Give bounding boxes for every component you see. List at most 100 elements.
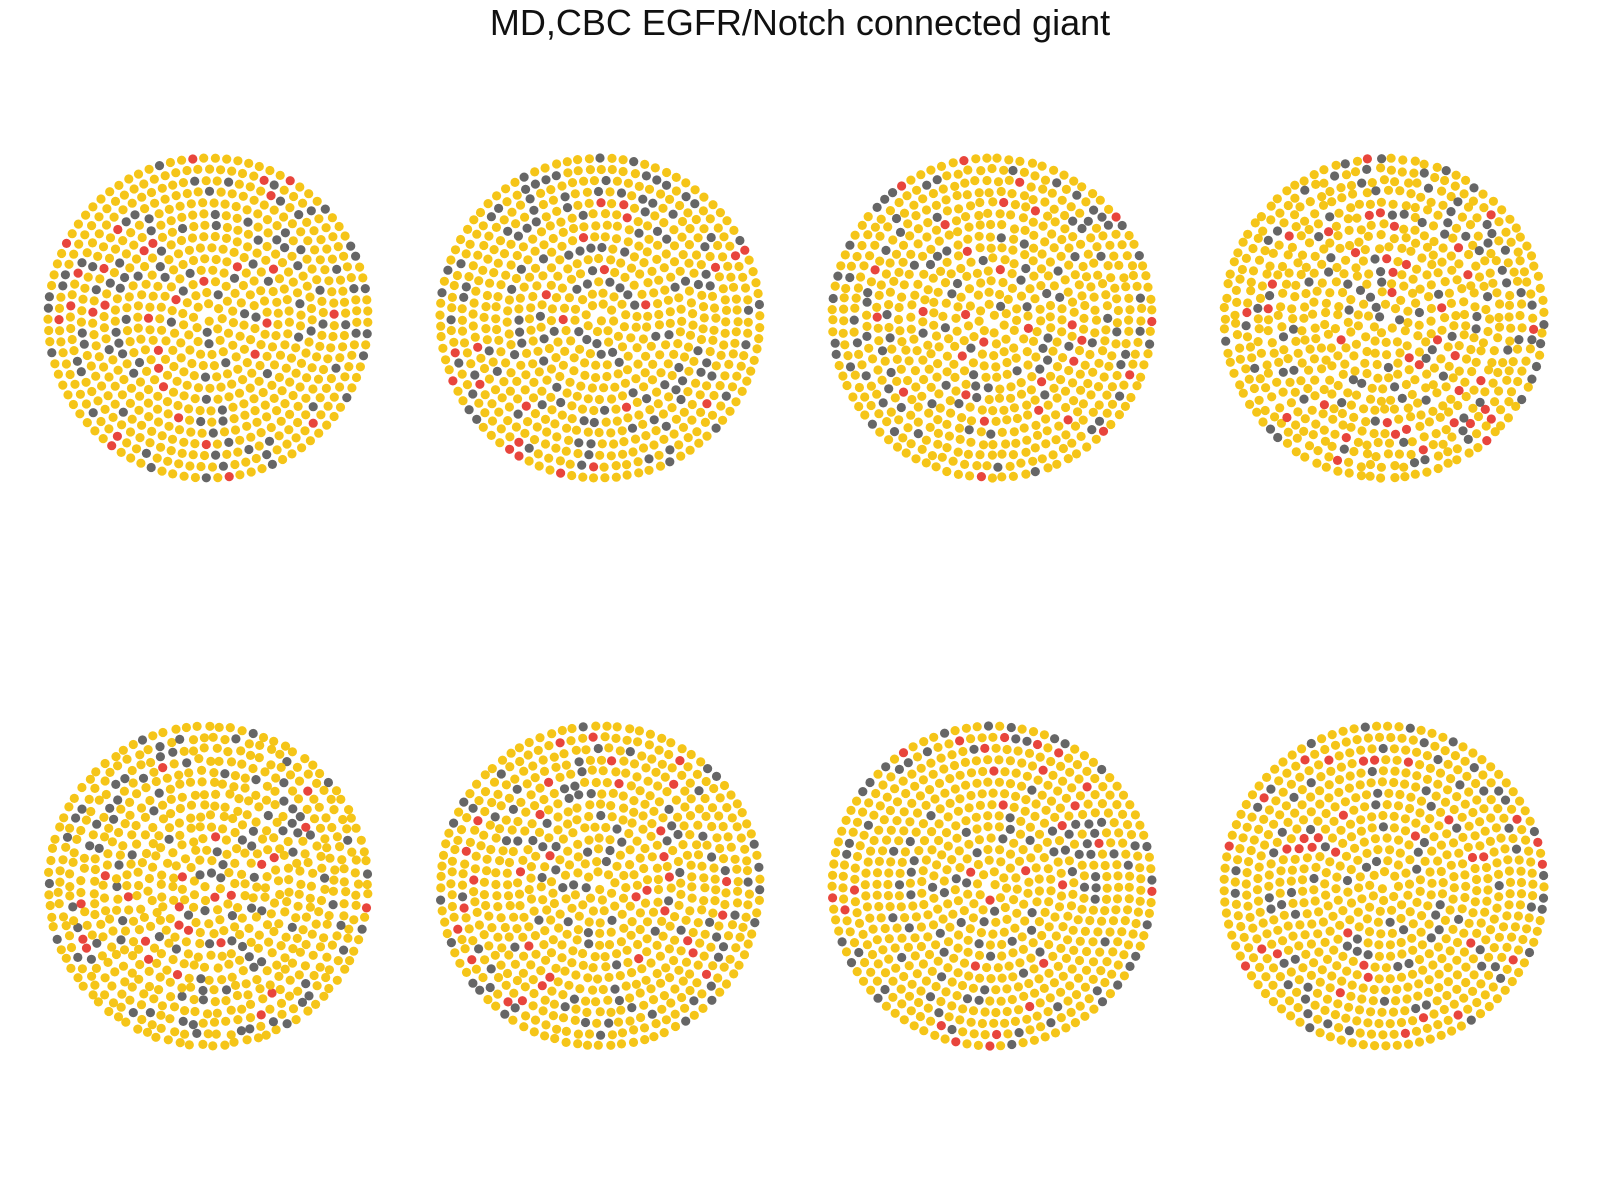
node-yellow bbox=[918, 317, 928, 327]
node-yellow bbox=[1089, 1004, 1099, 1014]
node-yellow bbox=[953, 447, 963, 457]
node-yellow bbox=[1049, 243, 1059, 253]
node-yellow bbox=[154, 209, 164, 219]
node-yellow bbox=[102, 204, 112, 214]
node-gray bbox=[227, 911, 237, 921]
node-yellow bbox=[307, 929, 317, 939]
node-yellow bbox=[190, 1006, 200, 1017]
node-yellow bbox=[584, 198, 594, 208]
node-yellow bbox=[1255, 374, 1265, 384]
node-gray bbox=[1387, 210, 1397, 220]
node-gray bbox=[436, 895, 446, 905]
node-yellow bbox=[1424, 417, 1434, 427]
node-yellow bbox=[55, 877, 65, 887]
node-gray bbox=[1087, 338, 1097, 348]
node-yellow bbox=[1090, 305, 1100, 315]
node-yellow bbox=[1310, 1000, 1320, 1010]
node-yellow bbox=[1011, 768, 1021, 778]
node-yellow bbox=[76, 876, 86, 886]
node-gray bbox=[952, 278, 963, 289]
node-yellow bbox=[276, 998, 287, 1009]
node-yellow bbox=[323, 354, 333, 364]
node-gray bbox=[288, 847, 298, 857]
node-yellow bbox=[561, 760, 572, 770]
node-yellow bbox=[1312, 458, 1322, 468]
node-red bbox=[177, 872, 187, 882]
node-yellow bbox=[160, 291, 170, 301]
node-yellow bbox=[1452, 444, 1462, 454]
node-yellow bbox=[1233, 248, 1243, 258]
node-yellow bbox=[178, 259, 188, 270]
node-yellow bbox=[293, 401, 303, 411]
node-yellow bbox=[292, 858, 302, 869]
node-yellow bbox=[978, 905, 988, 915]
node-red bbox=[1529, 324, 1539, 334]
node-yellow bbox=[637, 289, 647, 299]
node-yellow bbox=[535, 783, 545, 793]
node-yellow bbox=[573, 1029, 584, 1039]
node-gray bbox=[563, 917, 573, 927]
node-gray bbox=[1371, 302, 1381, 312]
node-yellow bbox=[538, 199, 549, 210]
node-yellow bbox=[319, 991, 329, 1001]
node-yellow bbox=[1410, 375, 1420, 385]
node-yellow bbox=[140, 204, 150, 214]
node-yellow bbox=[640, 843, 650, 854]
node-yellow bbox=[972, 879, 983, 889]
node-yellow bbox=[1091, 434, 1101, 444]
node-yellow bbox=[637, 964, 647, 974]
node-yellow bbox=[570, 304, 581, 314]
node-gray bbox=[863, 288, 873, 298]
node-yellow bbox=[458, 869, 468, 879]
node-yellow bbox=[1495, 299, 1505, 309]
node-yellow bbox=[1091, 223, 1102, 233]
node-yellow bbox=[111, 874, 122, 884]
node-yellow bbox=[1073, 915, 1083, 925]
node-yellow bbox=[1369, 428, 1379, 439]
node-yellow bbox=[162, 397, 173, 407]
node-yellow bbox=[961, 212, 971, 222]
node-gray bbox=[1018, 968, 1029, 978]
node-yellow bbox=[1303, 383, 1313, 394]
node-yellow bbox=[720, 899, 730, 910]
node-yellow bbox=[1123, 905, 1133, 915]
node-yellow bbox=[974, 210, 984, 221]
node-gray bbox=[244, 444, 254, 455]
node-yellow bbox=[872, 976, 883, 986]
node-yellow bbox=[648, 359, 658, 369]
node-yellow bbox=[640, 1035, 650, 1045]
node-yellow bbox=[1023, 410, 1033, 420]
node-yellow bbox=[1105, 240, 1115, 250]
node-yellow bbox=[848, 827, 858, 837]
node-yellow bbox=[1334, 751, 1344, 761]
node-yellow bbox=[605, 187, 615, 197]
node-yellow bbox=[675, 266, 685, 276]
node-yellow bbox=[1422, 270, 1432, 280]
node-yellow bbox=[598, 984, 608, 995]
node-yellow bbox=[1474, 272, 1485, 282]
node-red bbox=[216, 938, 226, 948]
node-yellow bbox=[572, 803, 582, 813]
node-yellow bbox=[864, 343, 874, 353]
node-yellow bbox=[960, 459, 970, 469]
node-yellow bbox=[238, 375, 248, 385]
node-yellow bbox=[116, 447, 126, 457]
node-gray bbox=[236, 1026, 246, 1036]
node-yellow bbox=[1374, 1018, 1384, 1029]
node-gray bbox=[454, 358, 464, 368]
node-yellow bbox=[888, 992, 898, 1002]
node-yellow bbox=[233, 806, 243, 817]
node-yellow bbox=[546, 316, 557, 326]
node-gray bbox=[220, 769, 230, 779]
node-yellow bbox=[312, 196, 322, 206]
node-red bbox=[211, 832, 221, 842]
node-gray bbox=[1135, 326, 1145, 336]
node-gray bbox=[185, 268, 195, 278]
node-yellow bbox=[654, 275, 664, 285]
node-yellow bbox=[584, 811, 594, 822]
node-yellow bbox=[139, 912, 149, 923]
node-yellow bbox=[918, 775, 929, 785]
node-yellow bbox=[179, 367, 189, 377]
node-yellow bbox=[544, 741, 554, 751]
node-yellow bbox=[190, 472, 200, 483]
